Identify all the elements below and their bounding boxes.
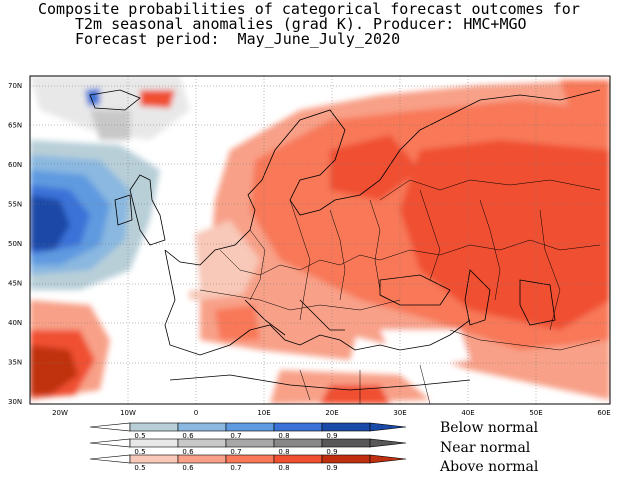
legend-arrow-right [369,422,407,432]
coastlines [89,89,601,391]
legend-tick: 0.7 [230,432,241,440]
graticule [30,76,610,404]
title-line-1: Composite probabilities of categorical f… [38,0,580,18]
legend-tick: 0.7 [230,448,241,456]
legend-arrow-left [89,422,131,432]
lon-label: 20W [52,409,68,417]
lon-label: 40E [461,409,474,417]
legend-tick: 0.5 [134,432,145,440]
probability-field [30,76,610,404]
title-line-3: Forecast period: May_June_July_2020 [75,30,401,48]
lat-label: 70N [8,82,22,90]
legend-tick: 0.8 [278,432,289,440]
legend: 0.5 0.6 0.7 0.8 0.9 0.5 0.6 0.7 0.8 0.9 0.5 0.6 0.7 0… [89,422,407,472]
legend-swatch [177,422,227,432]
lat-label: 55N [8,201,22,209]
country-borders [199,179,601,404]
legend-tick: 0.5 [134,464,145,472]
lon-label: 10W [120,409,136,417]
legend-swatch [177,438,227,448]
lat-label: 65N [8,122,22,130]
legend-tick: 0.6 [182,448,194,456]
lon-label: 60E [597,409,610,417]
lon-label: 20E [325,409,338,417]
legend-arrow-right [369,438,407,448]
longitude-labels: 20W 10W 0 10E 20E 30E 40E 50E 60E [52,409,611,417]
legend-tick: 0.6 [182,464,194,472]
lat-label: 30N [8,398,22,406]
lon-label: 30E [393,409,406,417]
legend-tick: 0.9 [326,464,337,472]
lon-label: 50E [529,409,542,417]
legend-swatch [129,438,179,448]
legend-tick: 0.6 [182,432,194,440]
lon-label: 0 [194,409,198,417]
map-frame [29,75,611,405]
legend-swatch [129,454,179,464]
legend-swatch [225,422,275,432]
legend-tick: 0.9 [326,432,337,440]
latitude-labels: 70N 65N 60N 55N 50N 45N 40N 35N 30N [8,82,22,406]
legend-swatch [273,422,323,432]
lat-label: 60N [8,161,22,169]
legend-arrow-right [369,454,407,464]
legend-arrow-left [89,438,131,448]
legend-arrow-left [89,454,131,464]
legend-label-above: Above normal [440,459,539,475]
legend-swatch [225,454,275,464]
lon-label: 10E [257,409,270,417]
legend-label-below: Below normal [440,420,539,436]
lat-label: 50N [8,240,22,248]
legend-tick: 0.9 [326,448,337,456]
legend-tick: 0.5 [134,448,145,456]
legend-swatch [321,438,371,448]
legend-swatch [225,438,275,448]
legend-swatch [177,454,227,464]
legend-swatch [129,422,179,432]
legend-swatch [273,438,323,448]
lat-label: 45N [8,280,22,288]
lat-label: 40N [8,319,22,327]
lat-label: 35N [8,359,22,367]
legend-tick: 0.7 [230,464,241,472]
legend-tick: 0.8 [278,448,289,456]
legend-swatch [273,454,323,464]
title-line-2: T2m seasonal anomalies (grad K). Produce… [75,15,527,33]
legend-tick: 0.8 [278,464,289,472]
legend-swatch [321,454,371,464]
legend-label-near: Near normal [440,440,531,456]
legend-swatch [321,422,371,432]
